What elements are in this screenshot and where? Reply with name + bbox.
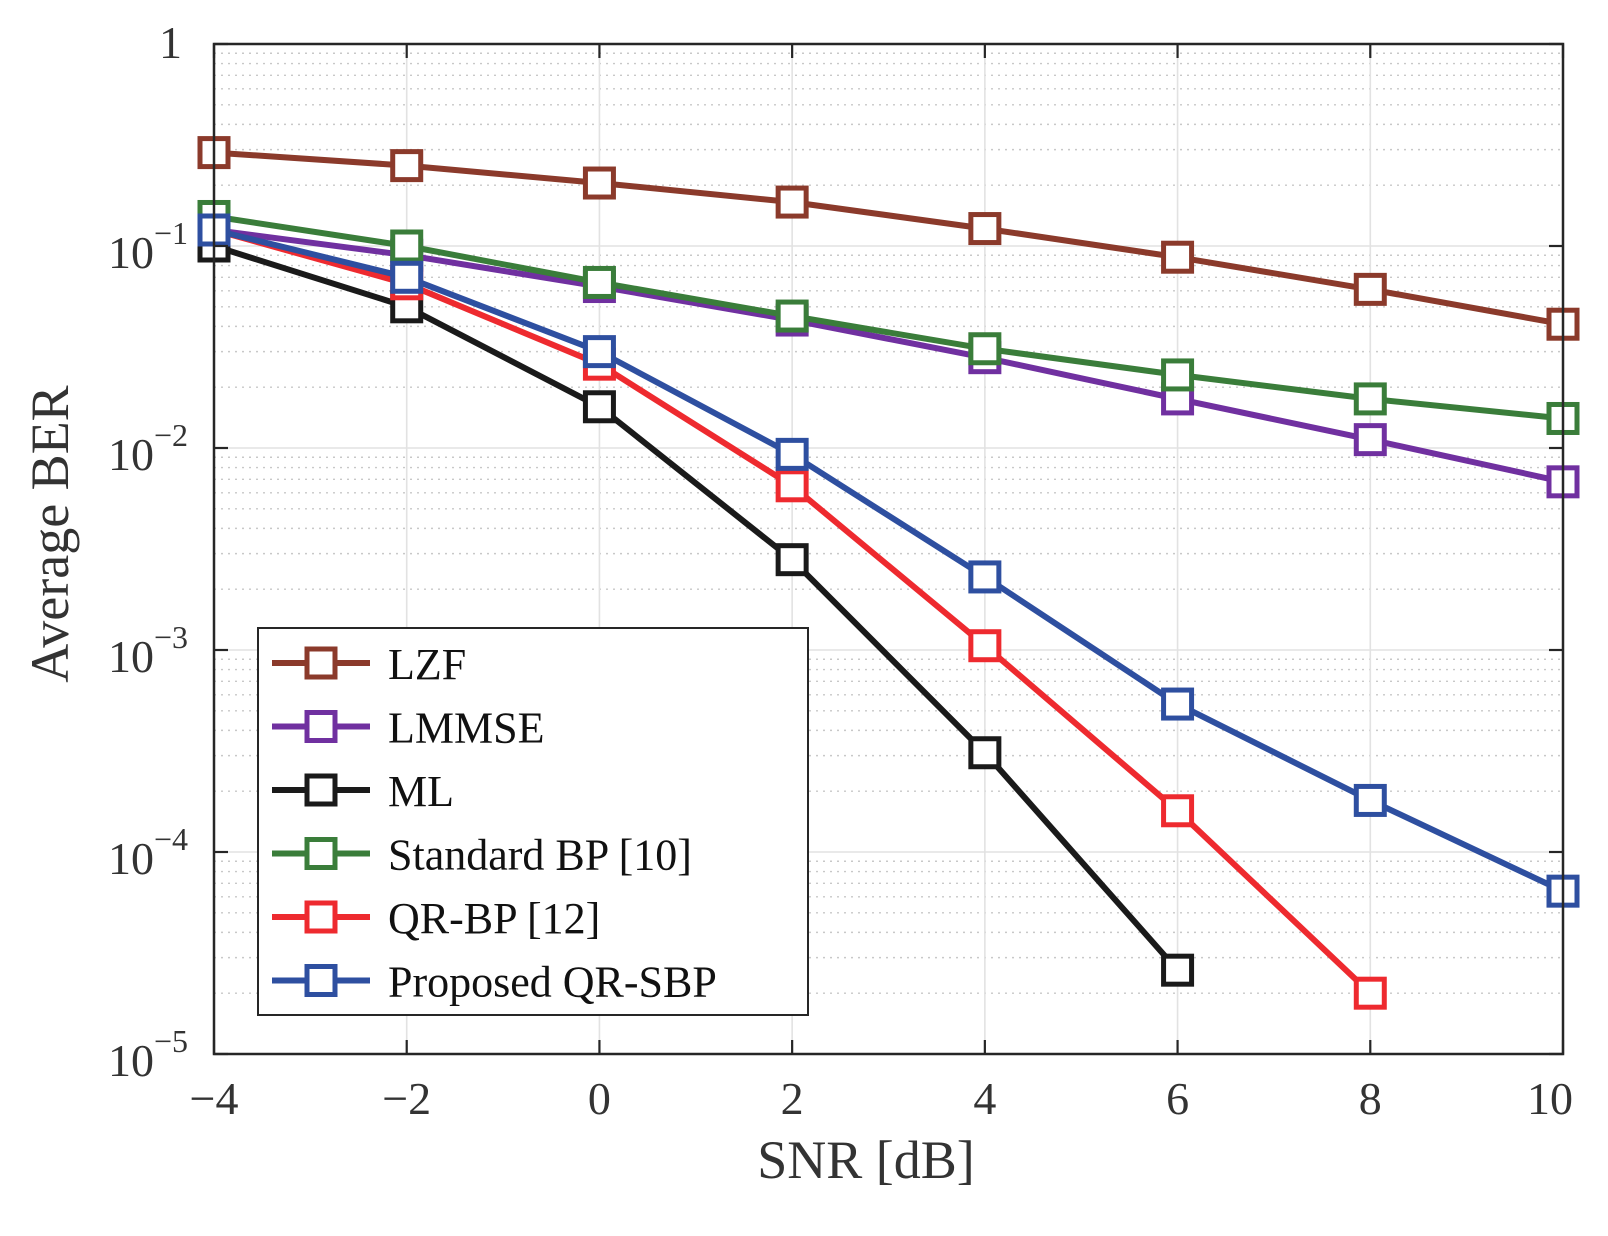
- data-point: [968, 736, 1002, 770]
- y-tick-label: 10−4: [108, 821, 188, 884]
- x-tick-label: 0: [588, 1073, 611, 1124]
- data-point: [582, 390, 616, 424]
- data-point: [390, 229, 424, 263]
- data-point: [775, 469, 809, 503]
- axes-box: [212, 42, 1565, 1056]
- legend-label: LZF: [388, 640, 466, 689]
- legend-entry: Proposed QR-SBP: [272, 958, 717, 1007]
- legend-label: LMMSE: [388, 704, 544, 753]
- x-tick-label: 6: [1166, 1073, 1189, 1124]
- series-line: [213, 213, 1564, 422]
- legend: LZF LMMSE ML Standard BP [10] QR-BP [12] Prop…: [257, 627, 809, 1016]
- data-point: [1353, 976, 1387, 1010]
- x-tick-label: −2: [382, 1073, 431, 1124]
- data-point: [775, 437, 809, 471]
- legend-entry: ML: [272, 767, 454, 816]
- data-point: [1353, 423, 1387, 457]
- legend-label: Standard BP [10]: [388, 831, 692, 880]
- data-point: [1161, 358, 1195, 392]
- y-tick-exponent: −5: [154, 1023, 188, 1059]
- y-tick-label: 10−1: [108, 215, 188, 278]
- data-point: [968, 560, 1002, 594]
- data-point: [582, 335, 616, 369]
- data-point: [968, 629, 1002, 663]
- x-axis-title: SNR [dB]: [757, 1130, 975, 1190]
- legend-entry: Standard BP [10]: [272, 831, 692, 880]
- y-tick-exponent: −4: [154, 821, 188, 857]
- legend-marker: [304, 646, 338, 680]
- series-proposed-qr-sbp: [197, 213, 1580, 908]
- data-point: [1161, 687, 1195, 721]
- legend-entry: LMMSE: [272, 704, 544, 753]
- y-tick-exponent: −3: [154, 619, 188, 655]
- series-line: [213, 227, 1564, 485]
- y-tick-labels: 110−110−210−310−410−5: [108, 17, 188, 1086]
- legend-box: [257, 627, 809, 1016]
- series-line: [213, 149, 1564, 328]
- y-tick-base: 10: [108, 429, 154, 480]
- data-point: [775, 543, 809, 577]
- data-point: [775, 185, 809, 219]
- y-tick-base: 10: [108, 1035, 154, 1086]
- data-point: [582, 265, 616, 299]
- data-point: [775, 299, 809, 333]
- data-point: [1353, 783, 1387, 817]
- data-point: [390, 149, 424, 183]
- y-tick-exponent: −2: [154, 417, 188, 453]
- y-tick-label: 10−5: [108, 1023, 188, 1086]
- data-point: [968, 332, 1002, 366]
- x-tick-label: 8: [1359, 1073, 1382, 1124]
- legend-label: ML: [388, 767, 454, 816]
- data-point: [1161, 953, 1195, 987]
- data-point: [1353, 382, 1387, 416]
- series-line: [213, 243, 1180, 973]
- y-tick-label: 1: [159, 17, 182, 68]
- legend-label: QR-BP [12]: [388, 894, 600, 943]
- legend-label: Proposed QR-SBP: [388, 958, 717, 1007]
- y-tick-base: 10: [108, 631, 154, 682]
- axes-frame: [212, 42, 1565, 1056]
- series-line: [213, 227, 1565, 894]
- data-point: [390, 260, 424, 294]
- x-tick-label: 10: [1527, 1073, 1573, 1124]
- data-point: [582, 166, 616, 200]
- legend-marker: [304, 964, 338, 997]
- axis-ticks: [212, 42, 1565, 1056]
- legend-entry: QR-BP [12]: [272, 894, 600, 943]
- x-tick-labels: −4 −2 0 2 4 6 8 10: [190, 1073, 1573, 1124]
- y-tick-base: 10: [108, 227, 154, 278]
- y-tick-label: 10−3: [108, 619, 188, 682]
- series-lzf: [197, 136, 1580, 341]
- x-tick-label: −4: [190, 1073, 239, 1124]
- x-tick-label: 4: [973, 1073, 996, 1124]
- y-tick-base: 10: [108, 833, 154, 884]
- data-point: [1353, 272, 1387, 306]
- legend-entry: LZF: [272, 640, 466, 689]
- legend-marker: [304, 773, 338, 807]
- y-axis-title: Average BER: [20, 385, 80, 682]
- x-tick-label: 2: [781, 1073, 804, 1124]
- y-tick-exponent: −1: [154, 215, 188, 251]
- y-tick-label: 10−2: [108, 417, 188, 480]
- series-layer: [197, 136, 1580, 1010]
- data-point: [968, 212, 1002, 246]
- legend-marker: [304, 710, 338, 743]
- data-point: [1161, 240, 1195, 274]
- legend-marker: [304, 837, 338, 870]
- data-point: [1161, 794, 1195, 828]
- legend-marker: [304, 900, 338, 934]
